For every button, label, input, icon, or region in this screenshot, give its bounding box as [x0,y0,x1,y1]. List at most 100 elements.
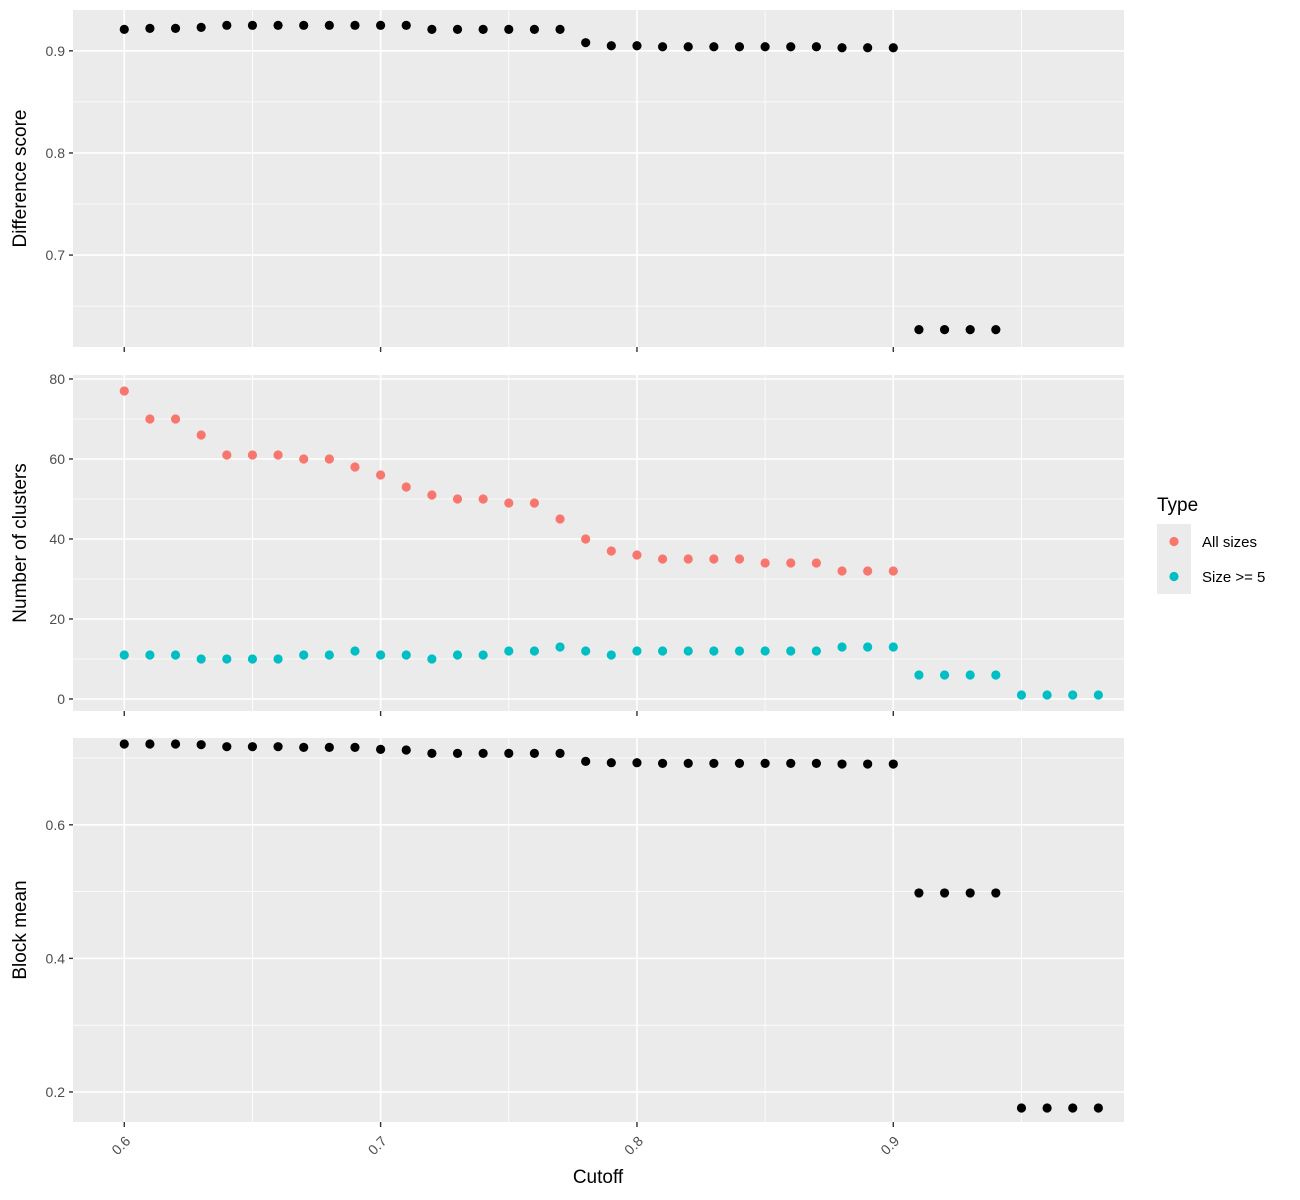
data-point [760,558,770,568]
data-point [709,554,719,564]
data-point [632,758,642,768]
data-point [401,650,411,660]
data-point [709,758,719,768]
data-point [196,654,206,664]
data-point [376,20,386,30]
data-point [427,490,437,500]
y-tick-label: 0.6 [46,817,66,833]
data-point [247,450,258,460]
data-point [119,739,129,749]
data-point [529,748,540,758]
y-tick-label: 0.9 [46,43,66,59]
x-axis-title: Cutoff [573,1167,624,1188]
panel-blockmean: 0.2 0.4 0.6 Block mean [10,738,1124,1127]
data-point [452,748,463,758]
panel-background [73,375,1124,711]
data-point [632,41,642,51]
data-point [350,646,360,656]
chart-panels: 0.7 0.8 0.9 Difference score 0 20 40 60 80 Number… [10,10,1124,1158]
data-point [939,325,950,335]
data-point [427,654,437,664]
data-point [222,450,232,460]
data-point [427,24,437,35]
data-point [786,42,796,52]
y-tick-label: 20 [49,611,65,627]
series-clusters-0 [119,386,898,576]
data-point [145,23,155,33]
data-point [581,646,591,656]
data-point [145,650,155,660]
data-point [632,646,642,656]
data-point [196,740,206,750]
data-point [632,550,642,560]
data-point [555,642,565,652]
data-point [863,566,873,576]
data-point [657,758,668,768]
data-point [478,24,488,35]
data-point [837,566,847,576]
data-point [863,759,873,769]
data-point [273,742,283,752]
legend-entry-label: Size >= 5 [1202,569,1265,586]
data-point [273,654,283,664]
panel-difference: 0.7 0.8 0.9 Difference score [10,10,1124,352]
data-point [504,24,514,35]
data-point [401,745,411,755]
data-point [581,756,591,766]
data-point [170,739,181,749]
y-tick-label: 0 [57,691,65,707]
data-point [324,454,334,464]
data-point [324,650,334,660]
data-point [683,554,693,564]
data-point [555,514,565,524]
data-point [555,748,565,758]
data-point [452,24,463,35]
data-point [991,325,1001,335]
data-point [555,24,565,35]
data-point [478,650,488,660]
data-point [350,20,360,30]
data-point [914,888,924,898]
data-point [991,670,1001,680]
data-point [1068,1103,1078,1113]
panel-background [73,738,1124,1122]
data-point [504,498,514,508]
data-point [1016,690,1027,700]
data-point [427,748,437,758]
legend-key-marker [1169,571,1179,582]
data-point [1042,690,1052,700]
series-difference-0 [119,20,1001,335]
data-point [709,42,719,52]
data-point [683,758,693,768]
legend-key-marker [1169,536,1179,547]
data-point [170,23,181,33]
data-point [888,43,898,53]
y-tick-label: 60 [49,451,65,467]
data-point [222,742,232,752]
series-blockmean-0 [119,739,1103,1113]
x-tick-label: 0.9 [877,1133,902,1158]
data-point [683,646,693,656]
data-point [478,494,488,504]
data-point [299,454,309,464]
data-point [478,748,488,758]
x-tick-label: 0.7 [365,1133,390,1158]
data-point [939,888,950,898]
data-point [529,498,540,508]
data-point [965,325,975,335]
data-point [606,41,616,51]
data-point [299,742,309,752]
data-point [299,20,309,30]
legend-title: Type [1157,495,1198,516]
data-point [299,650,309,660]
series-clusters-1 [119,642,1103,700]
data-point [914,325,924,335]
legend-entry-label: All sizes [1202,534,1257,551]
data-point [452,494,463,504]
data-point [939,670,950,680]
data-point [273,20,283,30]
data-point [606,650,616,660]
data-point [888,642,898,652]
data-point [247,742,258,752]
